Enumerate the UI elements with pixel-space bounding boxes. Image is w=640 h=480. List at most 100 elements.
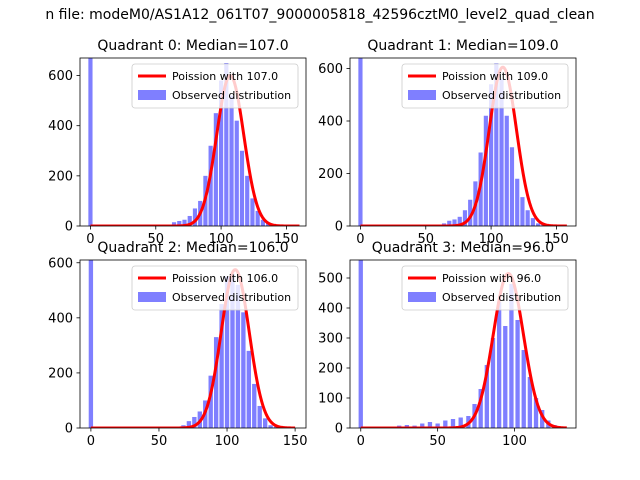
y-tick-label: 0 [65,220,73,235]
x-tick-label: 50 [151,434,168,449]
histogram-bar [177,220,182,226]
y-tick-label: 200 [48,169,73,184]
x-tick-label: 50 [429,434,446,449]
y-tick-label: 400 [318,302,343,317]
histogram-bar [478,389,483,428]
histogram-bar [503,326,508,428]
histogram-bar [218,80,224,226]
legend-label-poisson: Poission with 96.0 [442,272,541,285]
histogram-bar [525,210,530,226]
plot-area [88,260,296,428]
quadrant-title: Quadrant 3: Median=96.0 [372,240,554,256]
x-tick-label: 50 [147,232,164,247]
histogram-bar [192,208,198,226]
legend-patch-swatch [408,292,436,302]
histogram-bar [521,350,526,428]
y-tick-label: 600 [48,256,73,271]
y-tick-label: 300 [318,332,343,347]
legend: Poission with 107.0 Observed distribution [131,63,299,109]
figure-suptitle: n file: modeM0/AS1A12_061T07_9000005818_… [45,7,594,23]
histogram-bar [427,422,433,428]
axes-frame [79,259,307,429]
histogram-bar [488,84,494,226]
legend-frame [401,63,569,109]
histogram-bar [219,304,224,428]
histogram-bar [235,284,241,428]
legend: Poission with 109.0 Observed distribution [401,63,569,109]
histogram-bar [515,178,520,226]
histogram-bar [499,79,504,226]
x-tick-label: 100 [209,232,234,247]
legend-frame [131,265,299,311]
histogram-bar [255,210,260,226]
histogram-bar [229,95,234,226]
histogram-bar [504,115,509,226]
histogram-bar [483,115,488,226]
histogram-bar [509,284,514,428]
histogram-bar [224,63,229,226]
histogram-bar [494,63,499,226]
y-tick-label: 200 [318,167,343,182]
quadrant-title: Quadrant 1: Median=109.0 [367,38,558,54]
histogram-bar [496,302,502,428]
x-tick-label: 0 [87,434,95,449]
y-tick-label: 200 [318,362,343,377]
poisson-curve [89,74,301,226]
x-tick-label: 150 [274,232,299,247]
histogram-bar-zero [88,58,93,226]
y-tick-label: 500 [318,272,343,287]
histogram-bar [171,222,177,226]
histogram-bar [435,423,440,428]
histogram-bar-zero [88,260,94,428]
histogram-bar [182,219,187,226]
histogram-bar [420,423,425,428]
legend-label-poisson: Poission with 109.0 [442,70,548,83]
x-tick-label: 100 [215,434,240,449]
histogram-bar [527,377,533,428]
quadrant-1-chart: 0 50 100 150 0 200 400 600 Quadrant 1: Median=10… [318,38,577,247]
quadrant-2-chart: 0 50 100 150 0 200 400 600 Quadrant 2: Median=10… [48,240,307,449]
x-tick-label: 50 [417,232,434,247]
plot-area [358,260,568,428]
x-tick-label: 100 [502,434,527,449]
legend-frame [401,265,569,311]
y-tick-label: 0 [335,422,343,437]
legend-label-observed: Observed distribution [442,89,561,102]
y-tick-label: 600 [318,62,343,77]
x-tick-label: 150 [544,232,569,247]
legend-patch-swatch [138,90,166,100]
legend-label-observed: Observed distribution [442,291,561,304]
histogram-bar [533,398,539,428]
quadrant-title: Quadrant 2: Median=106.0 [97,240,288,256]
histogram-bar [252,383,257,428]
histogram-bar [509,147,515,226]
histogram-bar [208,145,213,226]
histogram-bar-zero [358,58,363,226]
legend-patch-swatch [408,90,436,100]
axes-frame [349,57,577,227]
histogram-bar [192,416,197,428]
y-tick-label: 100 [318,392,343,407]
legend: Poission with 96.0 Observed distribution [401,265,569,311]
x-tick-label: 0 [356,232,364,247]
x-tick-label: 150 [283,434,308,449]
histogram-bar [268,425,273,428]
histogram-bar [230,273,235,428]
histogram-bar [443,420,448,428]
quadrant-title: Quadrant 0: Median=107.0 [97,38,288,54]
legend-label-poisson: Poission with 107.0 [172,70,278,83]
histogram-bar [536,223,541,226]
legend-label-observed: Observed distribution [172,291,291,304]
axes-frame [79,57,307,227]
histogram-bar [260,219,265,226]
legend-label-poisson: Poission with 106.0 [172,272,278,285]
histogram-bar [490,338,496,428]
poisson-curve [90,268,296,428]
y-tick-label: 0 [65,422,73,437]
histogram-bar [234,120,239,226]
x-tick-label: 0 [357,434,365,449]
histogram-bar [224,276,230,428]
legend-patch-swatch [138,292,166,302]
y-tick-label: 0 [335,220,343,235]
